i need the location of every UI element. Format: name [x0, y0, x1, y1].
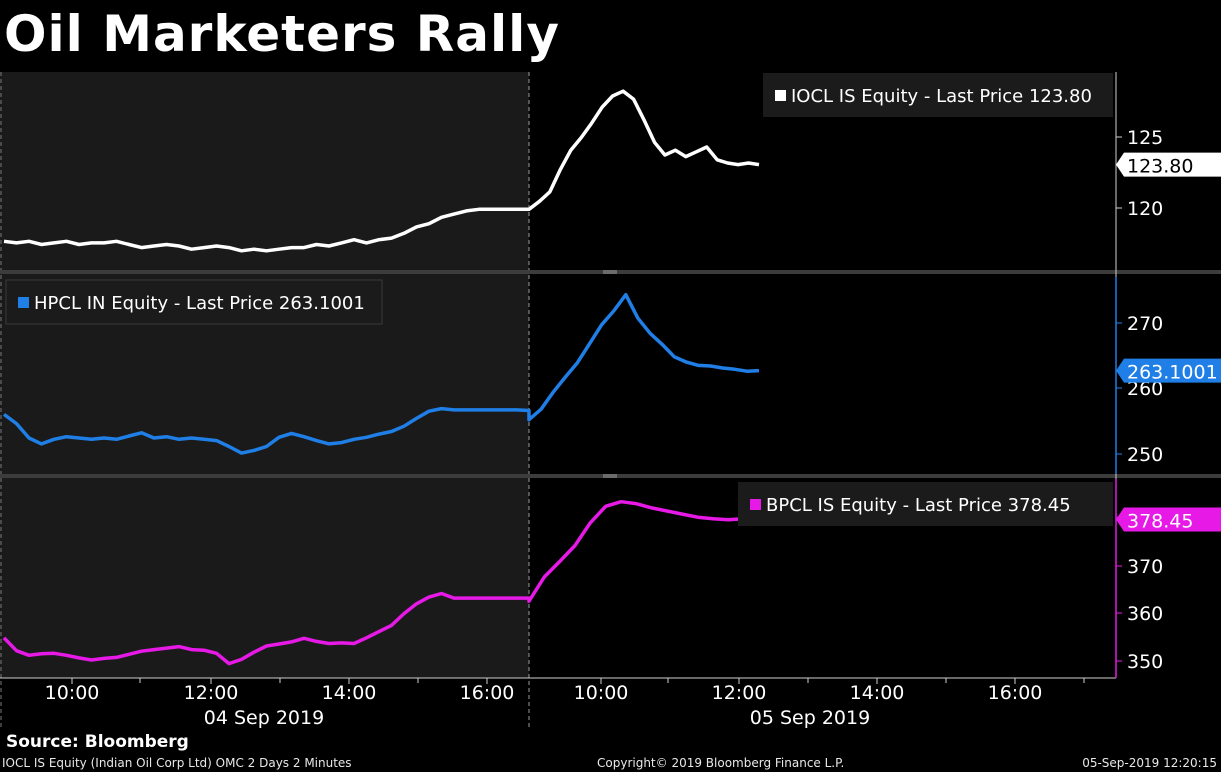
panel-separator	[0, 270, 1221, 274]
x-date-label: 04 Sep 2019	[204, 707, 324, 729]
series-line-iocl	[3, 89, 760, 253]
last-price-label: 378.45	[1127, 510, 1193, 532]
prior-day-shading	[0, 72, 529, 678]
legend-label: BPCL IS Equity - Last Price 378.45	[766, 495, 1071, 516]
legend-label: IOCL IS Equity - Last Price 123.80	[791, 86, 1092, 107]
x-tick-label: 12:00	[712, 682, 767, 704]
x-tick-label: 14:00	[850, 682, 905, 704]
y-tick-label: 270	[1127, 313, 1163, 335]
y-tick-label: 120	[1127, 198, 1163, 220]
last-price-label: 123.80	[1127, 156, 1193, 178]
source-note: Source: Bloomberg	[6, 732, 189, 752]
last-price-tag	[1116, 152, 1221, 177]
x-tick-label: 10:00	[574, 682, 629, 704]
y-tick-label: 260	[1127, 378, 1163, 400]
chart-title: Oil Marketers Rally	[4, 5, 560, 63]
legend-swatch	[750, 499, 761, 510]
last-price-label: 263.1001	[1127, 362, 1218, 384]
legend-label: HPCL IN Equity - Last Price 263.1001	[34, 293, 365, 314]
x-tick-label: 14:00	[322, 682, 377, 704]
y-tick-label: 250	[1127, 444, 1163, 466]
y-tick-label: 360	[1127, 603, 1163, 625]
legend-box	[763, 73, 1113, 117]
series-line-hpcl	[2, 292, 760, 455]
footer-copyright: Copyright© 2019 Bloomberg Finance L.P.	[597, 756, 845, 770]
series-line-bpcl	[2, 499, 760, 666]
x-tick-label: 16:00	[460, 682, 515, 704]
x-tick-label: 12:00	[184, 682, 239, 704]
legend-swatch	[775, 90, 786, 101]
x-tick-label: 16:00	[988, 682, 1043, 704]
footer-timestamp: 05-Sep-2019 12:20:15	[1082, 756, 1217, 770]
legend-box	[738, 482, 1113, 526]
x-date-label: 05 Sep 2019	[750, 707, 870, 729]
footer-security-description: IOCL IS Equity (Indian Oil Corp Ltd) OMC…	[2, 756, 352, 770]
y-tick-label: 370	[1127, 556, 1163, 578]
legend-box	[5, 279, 383, 325]
panel-separator	[0, 474, 1221, 478]
legend-swatch	[18, 297, 29, 308]
y-tick-label: 125	[1127, 127, 1163, 149]
last-price-tag	[1116, 358, 1221, 383]
y-tick-label: 350	[1127, 651, 1163, 673]
x-tick-label: 10:00	[45, 682, 100, 704]
last-price-tag	[1116, 507, 1221, 532]
